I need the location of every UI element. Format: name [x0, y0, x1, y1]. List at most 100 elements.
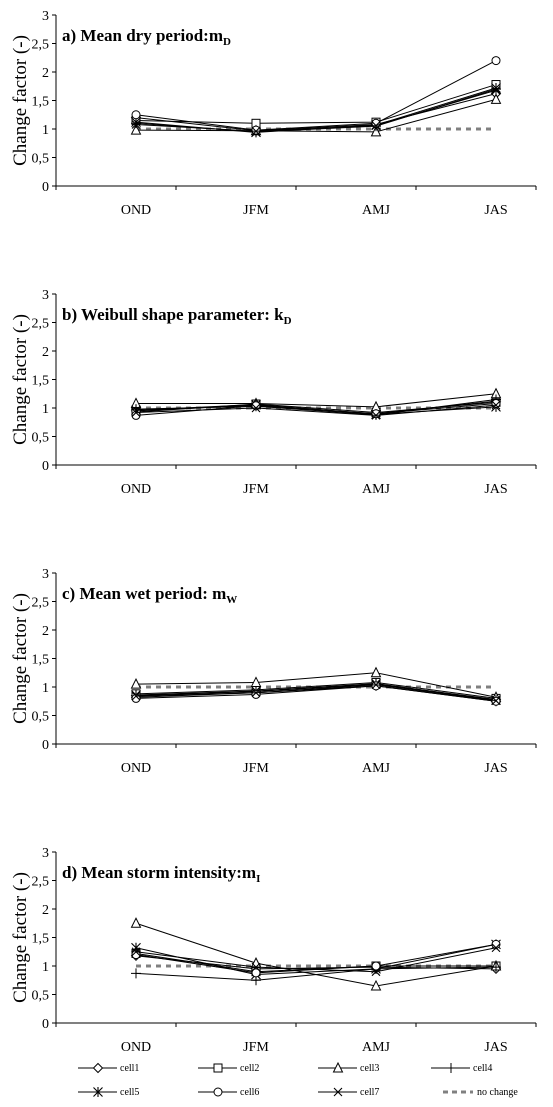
y-tick-label: 3	[42, 846, 49, 861]
y-tick-label: 1,5	[32, 932, 50, 947]
y-tick-label: 1	[42, 960, 49, 975]
data-point	[370, 979, 382, 991]
x-tick-label: JAS	[484, 1040, 507, 1055]
legend-item-cell3: cell3	[318, 1061, 379, 1074]
chart-title: a) Mean dry period:mD	[62, 26, 231, 48]
series-cell7	[131, 85, 501, 136]
legend-label: cell7	[360, 1087, 379, 1098]
legend-label: no change	[477, 1087, 518, 1098]
series-line-cell7	[135, 684, 497, 702]
y-tick-label: 0,5	[32, 431, 50, 446]
series-cell5	[131, 939, 501, 980]
data-point	[131, 968, 141, 979]
y-tick-label: 1	[42, 402, 49, 417]
y-tick-label: 2,5	[32, 317, 50, 332]
y-tick-label: 0	[42, 1017, 49, 1032]
data-point	[131, 950, 141, 960]
y-axis-label: Change factor (-)	[10, 35, 31, 166]
data-point	[131, 120, 141, 129]
data-point	[371, 681, 381, 691]
data-point	[491, 943, 501, 953]
legend-item-cell2: cell2	[198, 1063, 259, 1074]
legend: cell1 cell2 cell3 cell4 cell5 cell6 cell7 no ch…	[78, 1061, 518, 1098]
series-cell7	[131, 680, 501, 706]
y-tick-label: 0,5	[32, 710, 50, 725]
y-axis-label: Change factor (-)	[10, 872, 31, 1003]
data-point	[251, 403, 261, 413]
data-point	[250, 957, 262, 968]
chart-panel-3: Change factor (-) 0 0,5 1 1,5 2 2,5 3 OND JFM AMJ J…	[10, 567, 537, 776]
series-line-cell7	[135, 89, 497, 132]
data-point	[491, 400, 501, 410]
data-point	[370, 125, 382, 137]
legend-label: cell5	[120, 1087, 139, 1098]
data-point	[371, 121, 381, 130]
series-line-cell5	[135, 943, 497, 976]
y-tick-label: 3	[42, 288, 49, 303]
series-line-cell6	[135, 60, 497, 131]
legend-item-cell7: cell7	[318, 1087, 379, 1098]
x-tick-label: JFM	[243, 203, 269, 218]
series-cell3	[130, 917, 502, 991]
data-point	[371, 411, 381, 420]
data-point	[490, 93, 502, 104]
data-point	[130, 124, 142, 135]
legend-item-cell1: cell1	[78, 1062, 139, 1074]
y-tick-label: 0	[42, 738, 49, 753]
data-point	[491, 696, 501, 706]
y-tick-label: 2,5	[32, 596, 50, 611]
legend-label: cell4	[473, 1063, 492, 1074]
chart-title: d) Mean storm intensity:mI	[62, 863, 260, 885]
y-axis-label: Change factor (-)	[10, 593, 31, 724]
data-point	[251, 968, 261, 978]
series-line-cell1	[135, 93, 497, 132]
data-point	[130, 917, 142, 928]
x-tick-label: AMJ	[362, 482, 391, 497]
y-tick-label: 1,5	[32, 374, 50, 389]
data-point	[251, 688, 261, 698]
y-tick-label: 0	[42, 459, 49, 474]
x-tick-label: JAS	[484, 761, 507, 776]
x-tick-label: JFM	[243, 761, 269, 776]
series-line-cell6	[135, 685, 497, 702]
y-tick-label: 2	[42, 66, 49, 81]
legend-item-no-change: no change	[443, 1087, 518, 1098]
series-line-cell7	[135, 947, 497, 973]
series-line-cell3	[135, 98, 497, 133]
data-point	[371, 967, 381, 977]
series-line-cell3	[135, 672, 497, 698]
chart-panel-1: Change factor (-) 0 0,5 1 1,5 2 2,5 3 OND JFM AMJ J…	[10, 9, 537, 218]
data-point	[131, 947, 141, 957]
data-point	[371, 409, 381, 419]
series-cell7	[131, 400, 501, 420]
data-point	[131, 691, 141, 701]
data-point	[131, 410, 141, 420]
chart-panel-4: Change factor (-) 0 0,5 1 1,5 2 2,5 3 OND JFM AMJ J…	[10, 846, 537, 1055]
data-point	[251, 962, 261, 972]
legend-marker	[332, 1061, 344, 1073]
chart-title: b) Weibull shape parameter: kD	[62, 305, 292, 327]
y-tick-label: 0	[42, 180, 49, 195]
legend-marker	[213, 1063, 223, 1073]
legend-item-cell6: cell6	[198, 1087, 259, 1098]
data-point	[130, 678, 142, 689]
x-tick-label: AMJ	[362, 203, 391, 218]
series-line-cell7	[135, 404, 497, 416]
series-line-cell3	[136, 393, 497, 408]
y-tick-label: 2	[42, 345, 49, 360]
data-point	[371, 680, 381, 690]
data-point	[131, 110, 141, 120]
y-tick-label: 1,5	[32, 653, 50, 668]
data-point	[491, 398, 501, 408]
legend-label: cell6	[240, 1087, 259, 1098]
y-tick-label: 0,5	[32, 989, 50, 1004]
legend-marker	[93, 1087, 103, 1097]
chart-title: c) Mean wet period: mW	[62, 584, 237, 606]
y-tick-label: 0,5	[32, 152, 50, 167]
data-point	[131, 408, 141, 417]
y-tick-label: 2	[42, 624, 49, 639]
series-line-cell2	[135, 84, 497, 124]
y-tick-label: 1	[42, 123, 49, 138]
x-tick-label: JFM	[243, 1040, 269, 1055]
series-line-cell2	[135, 681, 497, 699]
